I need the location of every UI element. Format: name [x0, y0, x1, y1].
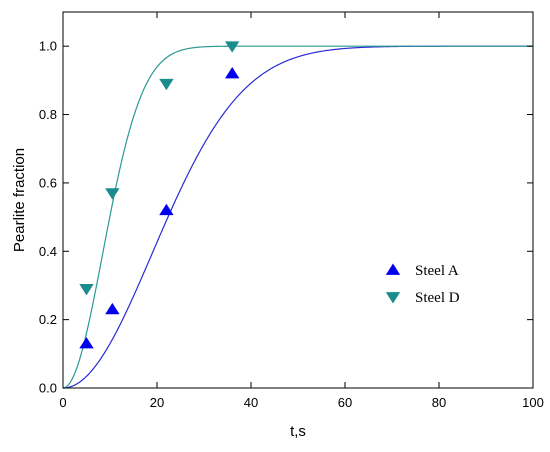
legend-label-steel-a: Steel A [415, 263, 459, 279]
x-tick-label: 100 [522, 395, 544, 410]
x-tick-label: 20 [150, 395, 164, 410]
x-tick-label: 0 [59, 395, 66, 410]
y-tick-label: 0.4 [39, 244, 57, 259]
data-point-steel-a [79, 337, 94, 349]
x-tick-label: 60 [338, 395, 352, 410]
legend-label-steel-d: Steel D [415, 290, 460, 306]
data-point-steel-a [225, 67, 240, 79]
data-point-steel-a [159, 203, 174, 216]
data-point-steel-a [105, 302, 120, 315]
y-tick-label: 1.0 [39, 39, 57, 54]
y-tick-label: 0.0 [39, 381, 57, 396]
y-tick-label: 0.8 [39, 107, 57, 122]
fit-curve-steel-d [62, 45, 533, 389]
legend-marker-steel-a [385, 263, 401, 275]
data-point-steel-d [159, 78, 174, 91]
y-axis-title: Pearlite fraction [11, 148, 28, 252]
plot-area [62, 11, 534, 389]
fit-curves [62, 45, 533, 389]
legend-marker-steel-d [385, 292, 401, 304]
x-axis-title: t,s [290, 423, 306, 440]
data-points [79, 41, 240, 349]
y-tick-label: 0.2 [39, 312, 57, 327]
axis-ticks: 0 20 40 60 80 100 0.0 0.2 0.4 0.6 0.8 1.0 [39, 12, 544, 410]
data-point-steel-d [79, 284, 94, 296]
legend: Steel A Steel D [385, 263, 460, 306]
x-tick-label: 40 [244, 395, 258, 410]
data-point-steel-d [105, 188, 120, 200]
data-point-steel-d [225, 41, 240, 53]
y-tick-label: 0.6 [39, 175, 57, 190]
x-tick-label: 80 [432, 395, 446, 410]
